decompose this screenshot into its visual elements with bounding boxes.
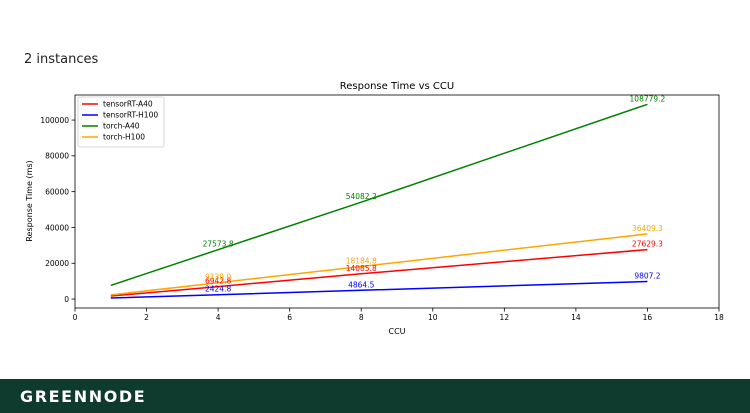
series-line-tensorRT-A40 (110, 248, 648, 297)
series-lines (110, 103, 648, 299)
x-tick-label: 8 (359, 313, 364, 322)
legend-entry: torch-A40 (103, 122, 140, 131)
x-axis: 0 2 4 6 8 10 12 14 16 18 (73, 308, 724, 322)
data-label: 27573.8 (203, 240, 234, 249)
x-tick-label: 16 (643, 313, 653, 322)
data-label: 108779.2 (630, 94, 666, 103)
x-tick-label: 6 (287, 313, 292, 322)
y-tick-label: 80000 (45, 152, 69, 161)
legend-entry: torch-H100 (103, 133, 145, 142)
data-label: 18184.8 (346, 257, 377, 266)
x-tick-label: 10 (428, 313, 438, 322)
x-axis-label: CCU (388, 327, 405, 336)
data-label: 9139.0 (205, 273, 231, 282)
data-label: 9807.2 (634, 271, 660, 280)
legend-box (77, 96, 165, 148)
legend: tensorRT-A40 tensorRT-H100 torch-A40 torch-… (77, 96, 165, 148)
data-label: 2424.8 (205, 285, 231, 294)
x-tick-label: 4 (216, 313, 221, 322)
greennode-logo: GREENNODE (20, 387, 147, 406)
y-tick-label: 100000 (40, 116, 69, 125)
series-line-tensorRT-H100 (110, 280, 648, 299)
legend-entry: tensorRT-H100 (103, 111, 158, 120)
data-label: 6942.8 (205, 277, 231, 286)
y-axis-label: Response Time (ms) (25, 160, 34, 241)
page-heading: 2 instances (24, 52, 99, 67)
data-label: 4864.5 (348, 280, 374, 289)
y-tick-label: 60000 (45, 187, 69, 196)
x-tick-label: 12 (500, 313, 510, 322)
x-tick-label: 2 (144, 313, 149, 322)
x-tick-label: 14 (571, 313, 581, 322)
series-line-torch-H100 (110, 233, 648, 296)
data-label: 54082.2 (346, 192, 377, 201)
data-label: 36409.3 (632, 224, 663, 233)
series-line-torch-A40 (110, 103, 648, 287)
x-tick-label: 0 (73, 313, 78, 322)
plot-area (74, 94, 720, 309)
point-labels: 6942.8 14085.8 27629.3 2424.8 4864.5 9807.2 27… (203, 94, 666, 293)
y-axis: 0 20000 40000 60000 80000 100000 (40, 116, 75, 304)
data-label: 27629.3 (632, 240, 663, 249)
chart-title: Response Time vs CCU (340, 81, 454, 92)
response-time-chart: Response Time vs CCU 0 2 4 6 8 10 12 14 16 18 0 20… (25, 81, 724, 336)
y-tick-label: 40000 (45, 223, 69, 232)
footer-bar: GREENNODE (0, 379, 750, 413)
y-tick-label: 0 (64, 295, 69, 304)
data-label: 14085.8 (346, 264, 377, 273)
x-tick-label: 18 (714, 313, 724, 322)
legend-entry: tensorRT-A40 (103, 100, 153, 109)
y-tick-label: 20000 (45, 259, 69, 268)
